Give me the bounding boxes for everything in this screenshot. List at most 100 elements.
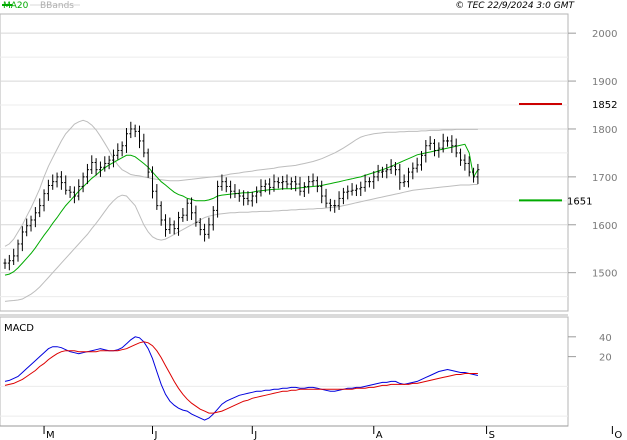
price-bar [324,188,328,208]
price-bar [259,179,263,197]
price-bar [207,217,211,239]
price-bar [72,186,76,204]
bb-lower-line [4,184,478,302]
y-tick-label: 2000 [592,29,617,40]
price-bar [133,124,137,138]
price-bar [328,198,332,212]
price-bar [233,184,237,198]
ma20-line [4,143,479,276]
price-bar [437,142,441,158]
price-bar [402,174,406,187]
x-tick-label: A [376,430,383,440]
price-bar [116,143,120,160]
price-bar [124,128,128,153]
price-bar [7,254,11,271]
price-bar [42,189,46,212]
legend-ma20: MA20 [3,1,29,11]
price-bar [55,172,59,188]
price-bar [25,218,29,237]
price-bar [181,208,185,222]
price-bar [250,191,254,207]
price-bar [198,218,202,236]
x-tick-label: O [614,430,622,440]
price-bar [276,177,280,189]
price-bar [107,155,111,170]
price-bar [393,162,397,176]
signal-line [4,341,478,414]
price-bar [155,184,159,210]
price-bar [111,149,115,168]
price-bar [333,199,337,213]
x-tick-label: J [154,430,158,440]
y-tick-label: 1900 [592,77,617,88]
price-bar [194,205,198,227]
macd-line [4,336,479,421]
price-bar [103,156,107,172]
copyright-timestamp: © TEC 22/9/2024 3:0 GMT [455,1,575,11]
price-bar [476,163,480,185]
price-bar [302,182,306,197]
price-bar [211,206,215,231]
price-bar [406,167,410,188]
y-tick-label: 1500 [592,269,617,280]
price-bar [137,125,141,149]
price-bar [441,133,445,153]
price-bar [428,136,432,151]
price-bar [159,201,163,226]
price-bar [164,214,168,237]
price-bar [29,215,33,232]
x-tick-label: J [253,430,257,440]
price-bar [281,175,285,190]
price-bar [246,191,250,206]
price-bar [177,211,181,236]
price-bar [68,185,72,198]
price-bar [415,157,419,173]
price-bar [354,184,358,197]
price-bar [433,139,437,157]
price-bar [272,174,276,192]
price-bar [467,156,471,177]
price-bar [298,176,302,196]
price-bar [12,248,16,266]
price-bar [172,220,176,235]
price-bar [359,181,363,197]
price-bars [3,121,480,271]
price-bar [77,179,81,201]
price-panel [0,13,569,312]
price-bar [446,136,450,147]
price-bar [237,189,241,202]
price-bar [294,175,298,192]
price-bar [203,223,207,242]
macd-tick-label: 40 [599,333,612,344]
price-bar [3,258,7,269]
price-bar [216,180,220,218]
price-bar [94,158,98,176]
price-bar [424,139,428,163]
price-bar [472,167,476,183]
price-bar [146,148,150,178]
price-bar [220,174,224,191]
price-bar [81,172,85,193]
legend-bbands: BBands [40,1,74,11]
price-bar [151,166,155,199]
price-bar [376,164,380,182]
price-bar [38,198,42,218]
x-tick-label: S [489,430,495,440]
price-bar [463,154,467,171]
support-level-label: 1651 [567,196,592,207]
price-bar [419,151,423,171]
price-bar [59,171,63,190]
price-bar [64,175,68,195]
price-bar [454,138,458,158]
bollinger-bands [4,119,478,302]
macd-title: MACD [4,323,34,334]
y-tick-label: 1600 [592,221,617,232]
y-tick-label: 1700 [592,173,617,184]
price-bar [398,163,402,190]
price-bar [255,186,259,204]
price-bar [289,177,293,190]
y-tick-label: 1800 [592,125,617,136]
macd-tick-label: 20 [599,353,612,364]
price-bar [411,162,415,180]
